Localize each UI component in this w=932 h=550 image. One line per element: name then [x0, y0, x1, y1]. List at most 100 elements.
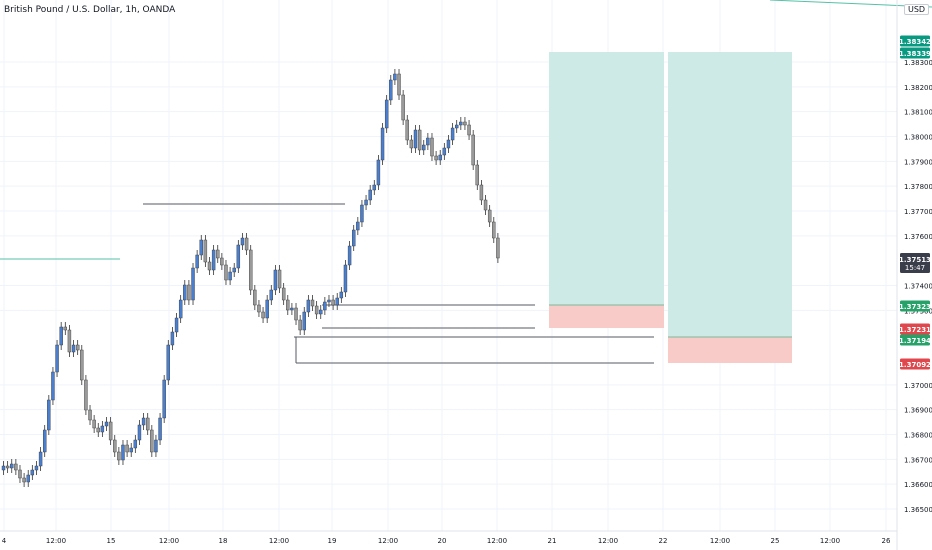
price-axis[interactable]: 1.38300 1.38200 1.38100 1.38000 1.37900 1.378… [904, 59, 932, 514]
bearish-candle [187, 284, 191, 301]
price-level-label: 1.36500 [904, 506, 932, 514]
bullish-candle [10, 463, 14, 469]
bearish-candle [294, 307, 298, 321]
bullish-candle [339, 291, 344, 299]
time-axis-label: 12:00 [598, 537, 618, 545]
bullish-candle [438, 154, 442, 161]
bearish-candle [492, 221, 496, 239]
bullish-candle [158, 417, 162, 441]
price-tag[interactable] [900, 47, 930, 59]
bullish-candle [236, 244, 241, 269]
long-position-1-profit-zone[interactable] [549, 52, 664, 305]
bearish-candle [281, 287, 286, 301]
bearish-candle [145, 417, 150, 431]
bullish-candle [269, 289, 273, 301]
bearish-candle [80, 349, 84, 381]
bullish-candle [137, 424, 142, 441]
price-level-label: 1.38300 [904, 59, 932, 67]
time-axis-label: 22 [659, 537, 668, 545]
bearish-candle [479, 184, 484, 201]
time-axis-label: 18 [219, 537, 228, 545]
price-tag[interactable] [900, 35, 930, 47]
bullish-candle [1, 465, 6, 471]
bearish-candle [298, 319, 302, 331]
bullish-candle [319, 309, 323, 315]
symbol-title[interactable]: British Pound / U.S. Dollar, 1h, OANDA [4, 5, 176, 15]
time-axis-label: 12:00 [269, 537, 289, 545]
long-position-2-profit-zone[interactable] [668, 52, 792, 337]
bullish-candle [141, 417, 146, 426]
bearish-candle [430, 137, 434, 157]
price-tag[interactable] [900, 334, 930, 346]
bullish-candle [26, 474, 30, 483]
bearish-candle [220, 257, 224, 266]
bullish-candle [393, 73, 397, 81]
bullish-candle [38, 451, 43, 467]
price-level-label: 1.36800 [904, 431, 932, 439]
price-tag-value: 1.37092 [899, 361, 931, 369]
bearish-candle [496, 237, 500, 259]
bearish-candle [434, 155, 438, 161]
price-level-label: 1.37600 [904, 233, 932, 241]
price-tag[interactable] [900, 323, 930, 335]
position-zones [549, 52, 792, 363]
price-tag-value: 1.38339 [899, 50, 931, 58]
bullish-candle [133, 439, 138, 449]
bullish-candle [273, 269, 278, 291]
bullish-candle [290, 307, 294, 311]
currency-button[interactable]: USD [904, 4, 930, 15]
bullish-candle [211, 249, 216, 271]
bullish-candle [191, 267, 195, 301]
time-axis-label: 12:00 [378, 537, 398, 545]
bearish-candle [261, 311, 265, 319]
price-tag[interactable] [900, 300, 930, 312]
bullish-candle [240, 237, 245, 246]
bearish-candle [409, 139, 414, 149]
time-axis-label: 19 [328, 537, 337, 545]
bearish-candle [22, 477, 26, 483]
time-axis-label: 12:00 [487, 537, 507, 545]
price-level-label: 1.37400 [904, 282, 932, 290]
bearish-candle [487, 209, 492, 223]
bullish-candle [372, 184, 376, 191]
bullish-candle [162, 379, 166, 419]
bearish-candle [84, 379, 88, 411]
time-axis[interactable]: 4 12:00 15 12:00 18 12:00 19 12:00 20 12:00 21 12:0… [2, 537, 891, 545]
time-axis-label: 21 [548, 537, 557, 545]
bearish-candle [67, 329, 72, 353]
bullish-candle [364, 199, 368, 206]
bullish-candle [442, 147, 447, 156]
bullish-candle [265, 299, 269, 319]
long-position-2-stop-zone[interactable] [668, 337, 792, 363]
bearish-candle [314, 305, 319, 315]
bullish-candle [413, 129, 418, 149]
bearish-candle [216, 249, 220, 259]
price-level-label: 1.38100 [904, 109, 932, 117]
bearish-candle [397, 73, 401, 96]
bullish-candle [121, 444, 125, 461]
bullish-candle [30, 469, 35, 476]
bullish-candle [376, 159, 381, 186]
bullish-candle [166, 344, 171, 381]
bearish-candle [244, 237, 249, 251]
price-tag[interactable] [900, 253, 930, 273]
long-position-1-stop-zone[interactable] [549, 305, 664, 328]
bearish-candle [417, 129, 422, 151]
bullish-candle [183, 284, 187, 301]
bullish-candle [100, 425, 105, 433]
bullish-candle [170, 331, 175, 346]
bullish-candle [422, 144, 426, 151]
bullish-candle [34, 465, 39, 471]
time-axis-label: 20 [438, 537, 447, 545]
bearish-candle [248, 249, 253, 291]
countdown-label: 15:47 [905, 264, 925, 272]
time-axis-label: 15 [107, 537, 116, 545]
bullish-candle [323, 301, 327, 311]
bullish-candle [306, 299, 311, 313]
price-tag-value: 1.38342 [899, 38, 931, 46]
price-tag[interactable] [900, 358, 930, 370]
bullish-candle [335, 297, 339, 306]
